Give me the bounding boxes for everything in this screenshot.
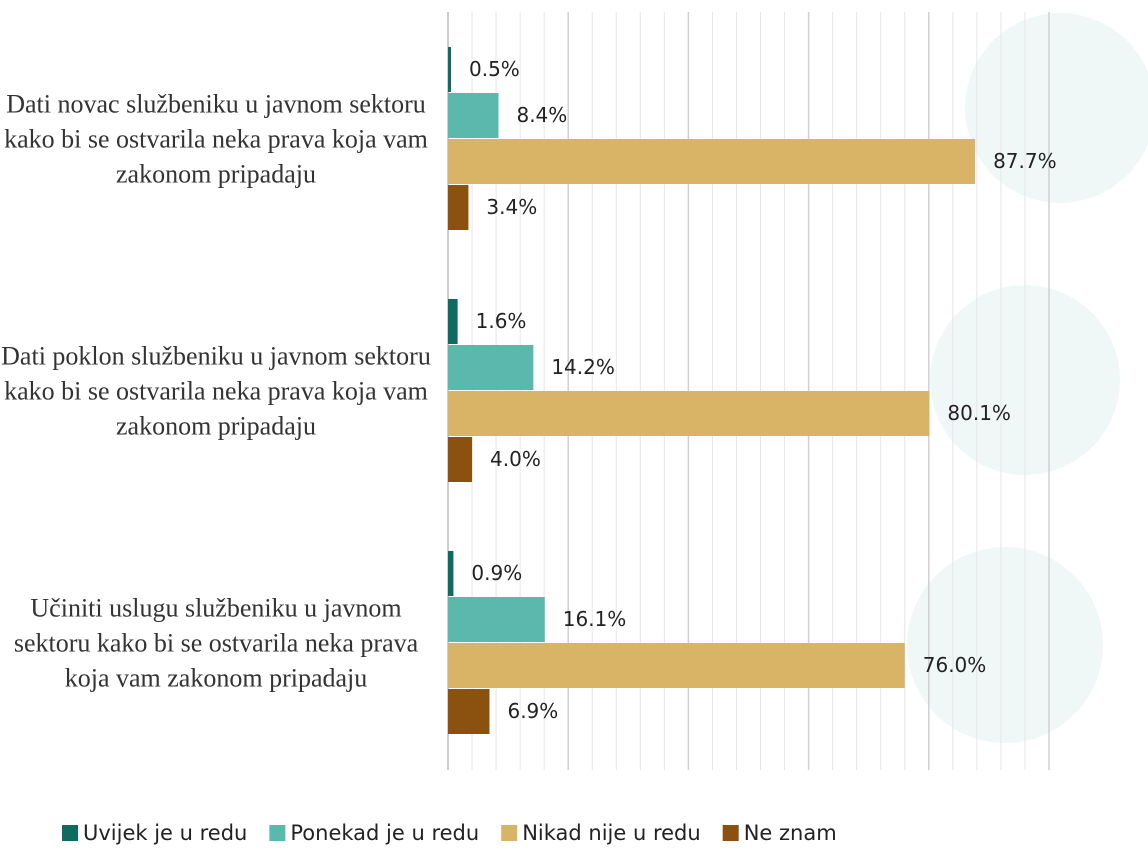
data-label: 76.0% bbox=[923, 653, 987, 677]
legend-swatch bbox=[501, 825, 518, 841]
background-decoration bbox=[907, 13, 1148, 743]
bar bbox=[448, 93, 499, 138]
legend-label: Nikad nije u redu bbox=[522, 821, 701, 845]
legend-swatch bbox=[62, 825, 78, 841]
bar bbox=[448, 437, 473, 482]
bar bbox=[448, 643, 905, 688]
data-label: 0.5% bbox=[469, 57, 520, 81]
bar bbox=[448, 47, 452, 92]
legend-label: Ne znam bbox=[744, 821, 837, 845]
data-label: 3.4% bbox=[486, 195, 537, 219]
legend-swatch bbox=[722, 825, 739, 841]
bar bbox=[448, 689, 490, 734]
category-label: Učiniti uslugu službeniku u javnom sekto… bbox=[13, 593, 419, 693]
data-label: 80.1% bbox=[947, 401, 1011, 425]
bar bbox=[448, 597, 545, 642]
data-label: 14.2% bbox=[551, 355, 615, 379]
legend-label: Ponekad je u redu bbox=[290, 821, 479, 845]
bar bbox=[448, 391, 930, 436]
bar bbox=[448, 345, 534, 390]
bar bbox=[448, 139, 976, 184]
data-label: 16.1% bbox=[563, 607, 627, 631]
data-label: 0.9% bbox=[471, 561, 522, 585]
bar bbox=[448, 551, 454, 596]
bar bbox=[448, 299, 458, 344]
data-label: 4.0% bbox=[490, 447, 541, 471]
bar bbox=[448, 185, 469, 230]
data-label: 8.4% bbox=[516, 103, 567, 127]
legend-swatch bbox=[269, 825, 286, 841]
data-label: 1.6% bbox=[476, 309, 527, 333]
data-label: 87.7% bbox=[993, 149, 1057, 173]
data-label: 6.9% bbox=[507, 699, 558, 723]
category-label: Dati novac službeniku u javnom sektoru k… bbox=[4, 89, 428, 189]
legend-label: Uvijek je u redu bbox=[83, 821, 247, 845]
category-label: Dati poklon službeniku u javnom sektoru … bbox=[1, 341, 431, 441]
